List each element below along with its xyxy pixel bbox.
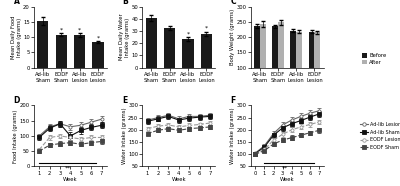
Bar — [182, 39, 194, 68]
Text: C: C — [230, 0, 236, 7]
Bar — [92, 42, 104, 68]
Bar — [254, 26, 260, 98]
Bar — [309, 32, 314, 98]
Text: *: * — [96, 35, 100, 40]
Bar — [296, 32, 302, 98]
Y-axis label: Mean Daily Food
Intake (grams): Mean Daily Food Intake (grams) — [11, 15, 22, 59]
X-axis label: Week: Week — [280, 177, 294, 182]
Bar — [56, 35, 67, 68]
Bar — [146, 18, 157, 68]
X-axis label: Week: Week — [172, 177, 186, 182]
Bar — [290, 31, 296, 98]
Legend: Before, After: Before, After — [362, 53, 386, 65]
Text: D: D — [14, 96, 20, 105]
Text: **: ** — [282, 166, 288, 171]
Bar — [37, 21, 48, 68]
Bar — [272, 26, 278, 98]
Text: E: E — [122, 96, 127, 105]
Text: *: * — [60, 27, 63, 32]
Bar — [314, 32, 320, 98]
Y-axis label: Food Intake (grams): Food Intake (grams) — [13, 109, 18, 163]
Text: *: * — [78, 27, 81, 32]
Bar — [74, 35, 85, 68]
Bar — [260, 24, 266, 98]
Legend: Ad-lib Lesion, Ad-lib Sham, EODF Lesion, EODF Sham: Ad-lib Lesion, Ad-lib Sham, EODF Lesion,… — [360, 122, 400, 150]
Text: *: * — [186, 31, 190, 36]
Y-axis label: Body Weight (grams): Body Weight (grams) — [230, 9, 235, 65]
Text: B: B — [122, 0, 128, 7]
Bar — [201, 34, 212, 68]
Text: **: ** — [65, 166, 71, 171]
Y-axis label: Water Intake (grams): Water Intake (grams) — [122, 108, 127, 164]
Text: *: * — [205, 26, 208, 31]
Y-axis label: Mean Daily Water
Intake (grams): Mean Daily Water Intake (grams) — [119, 14, 130, 60]
X-axis label: Week: Week — [63, 177, 78, 182]
Text: A: A — [14, 0, 20, 7]
Text: F: F — [230, 96, 236, 105]
Y-axis label: Water Intake (grams): Water Intake (grams) — [230, 108, 235, 164]
Bar — [164, 28, 175, 68]
Bar — [278, 22, 284, 98]
